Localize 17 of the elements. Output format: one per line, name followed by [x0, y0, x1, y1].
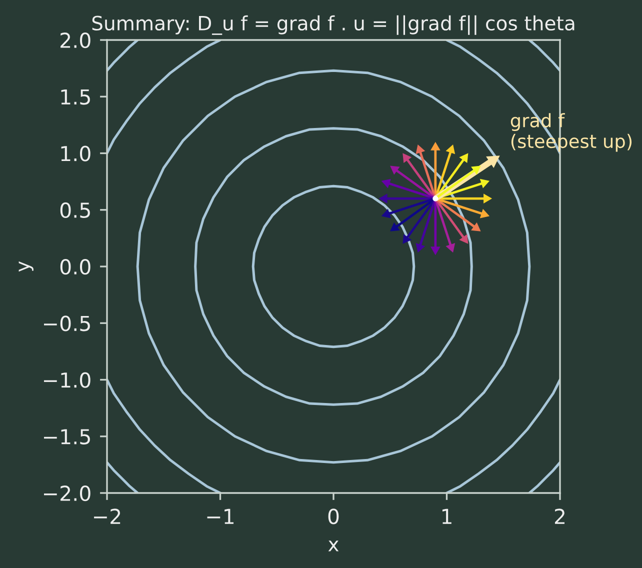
y-tick-label: −1.0	[44, 372, 90, 388]
x-tick-label: −1	[207, 508, 234, 524]
y-tick-label: 1.5	[61, 89, 90, 105]
chart-title: Summary: D_u f = grad f . u = ||grad f|| cos theta	[92, 15, 574, 35]
y-tick-label: −0.5	[44, 316, 90, 332]
x-tick-label: 2	[554, 508, 564, 524]
x-tick-label: −2	[94, 508, 120, 524]
x-tick-label: 0	[328, 508, 339, 524]
x-axis-title: x	[328, 540, 339, 552]
y-tick-label: 1.0	[61, 146, 90, 162]
y-axis-title: y	[18, 261, 34, 272]
y-tick-label: −2.0	[44, 486, 90, 502]
y-tick-label: 0.5	[60, 202, 90, 218]
x-tick-label: 1	[442, 508, 452, 524]
y-tick-label: 0.0	[60, 259, 90, 275]
y-tick-label: −1.5	[44, 429, 90, 444]
y-tick-label: 2.0	[60, 32, 90, 48]
